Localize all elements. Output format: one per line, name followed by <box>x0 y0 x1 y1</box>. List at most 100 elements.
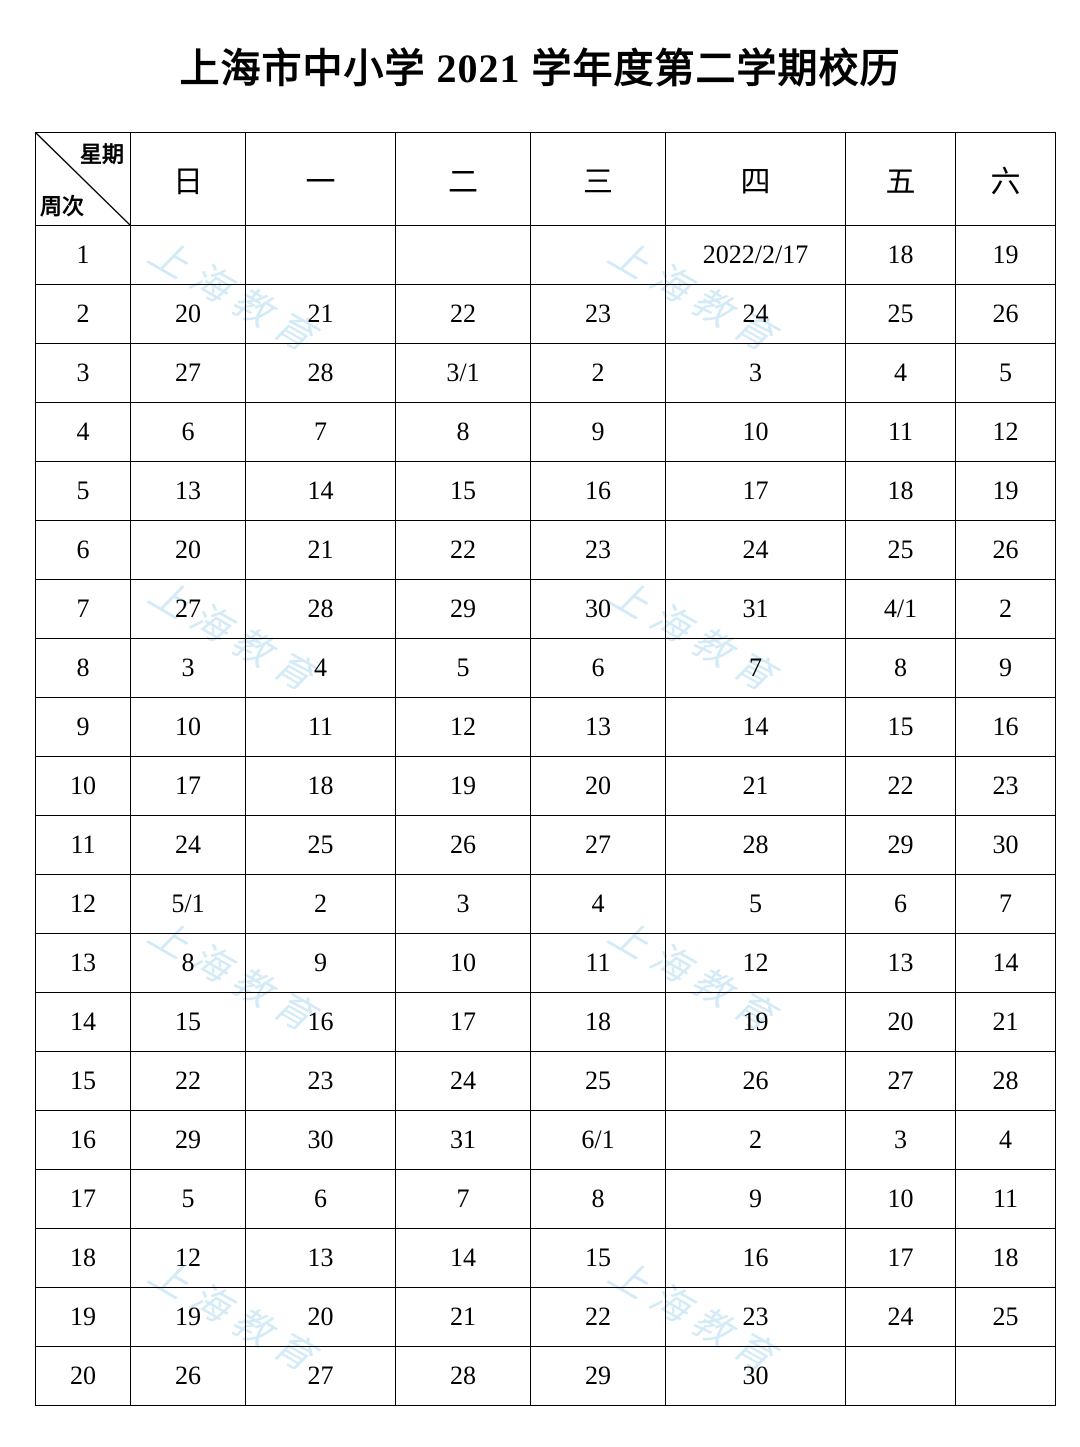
date-cell: 19 <box>956 226 1056 285</box>
corner-label-top: 星期 <box>80 137 124 169</box>
date-cell: 29 <box>531 1347 666 1406</box>
date-cell <box>846 1347 956 1406</box>
corner-label-bottom: 周次 <box>40 189 84 221</box>
date-cell: 23 <box>246 1052 396 1111</box>
date-cell: 17 <box>131 757 246 816</box>
date-cell: 11 <box>846 403 956 462</box>
date-cell: 8 <box>846 639 956 698</box>
date-cell: 13 <box>531 698 666 757</box>
date-cell: 26 <box>131 1347 246 1406</box>
date-cell: 14 <box>956 934 1056 993</box>
date-cell: 2 <box>956 580 1056 639</box>
date-cell: 29 <box>846 816 956 875</box>
date-cell: 7 <box>956 875 1056 934</box>
date-cell: 21 <box>956 993 1056 1052</box>
calendar-header: 星期 周次 日 一 二 三 四 五 六 <box>36 133 1056 226</box>
date-cell: 3 <box>666 344 846 403</box>
table-row: 13891011121314 <box>36 934 1056 993</box>
table-row: 83456789 <box>36 639 1056 698</box>
date-cell: 4 <box>246 639 396 698</box>
week-number-cell: 6 <box>36 521 131 580</box>
week-number-cell: 5 <box>36 462 131 521</box>
date-cell: 17 <box>396 993 531 1052</box>
date-cell: 20 <box>846 993 956 1052</box>
day-header-sun: 日 <box>131 133 246 226</box>
date-cell: 15 <box>846 698 956 757</box>
table-row: 1522232425262728 <box>36 1052 1056 1111</box>
date-cell: 7 <box>666 639 846 698</box>
date-cell: 11 <box>956 1170 1056 1229</box>
day-header-thu: 四 <box>666 133 846 226</box>
week-number-cell: 9 <box>36 698 131 757</box>
date-cell: 26 <box>956 521 1056 580</box>
date-cell: 25 <box>246 816 396 875</box>
calendar-table-wrap: 星期 周次 日 一 二 三 四 五 六 12022/2/171819220212… <box>35 132 1045 1406</box>
date-cell: 2 <box>666 1111 846 1170</box>
date-cell: 24 <box>396 1052 531 1111</box>
date-cell: 10 <box>396 934 531 993</box>
date-cell: 5/1 <box>131 875 246 934</box>
date-cell: 11 <box>246 698 396 757</box>
date-cell: 12 <box>131 1229 246 1288</box>
date-cell: 12 <box>956 403 1056 462</box>
day-header-mon: 一 <box>246 133 396 226</box>
date-cell: 15 <box>531 1229 666 1288</box>
week-number-cell: 4 <box>36 403 131 462</box>
table-row: 1124252627282930 <box>36 816 1056 875</box>
date-cell: 6 <box>846 875 956 934</box>
date-cell <box>956 1347 1056 1406</box>
week-number-cell: 1 <box>36 226 131 285</box>
date-cell: 5 <box>396 639 531 698</box>
date-cell: 30 <box>956 816 1056 875</box>
date-cell: 18 <box>846 462 956 521</box>
date-cell: 23 <box>531 521 666 580</box>
date-cell: 18 <box>846 226 956 285</box>
week-number-cell: 19 <box>36 1288 131 1347</box>
table-row: 17567891011 <box>36 1170 1056 1229</box>
table-row: 162930316/1234 <box>36 1111 1056 1170</box>
date-cell: 5 <box>956 344 1056 403</box>
date-cell: 19 <box>396 757 531 816</box>
date-cell: 14 <box>666 698 846 757</box>
date-cell: 28 <box>246 344 396 403</box>
date-cell: 19 <box>131 1288 246 1347</box>
date-cell: 18 <box>531 993 666 1052</box>
day-header-sat: 六 <box>956 133 1056 226</box>
date-cell: 11 <box>531 934 666 993</box>
table-row: 46789101112 <box>36 403 1056 462</box>
table-row: 202627282930 <box>36 1347 1056 1406</box>
date-cell: 22 <box>846 757 956 816</box>
date-cell: 23 <box>956 757 1056 816</box>
date-cell: 20 <box>131 521 246 580</box>
table-row: 12022/2/171819 <box>36 226 1056 285</box>
table-row: 727282930314/12 <box>36 580 1056 639</box>
date-cell: 16 <box>531 462 666 521</box>
date-cell: 12 <box>666 934 846 993</box>
date-cell: 30 <box>531 580 666 639</box>
date-cell: 30 <box>246 1111 396 1170</box>
week-number-cell: 14 <box>36 993 131 1052</box>
week-number-cell: 12 <box>36 875 131 934</box>
date-cell: 24 <box>666 285 846 344</box>
date-cell: 13 <box>846 934 956 993</box>
date-cell: 27 <box>246 1347 396 1406</box>
date-cell: 8 <box>131 934 246 993</box>
date-cell: 21 <box>396 1288 531 1347</box>
date-cell: 27 <box>531 816 666 875</box>
date-cell: 4 <box>956 1111 1056 1170</box>
week-number-cell: 8 <box>36 639 131 698</box>
date-cell: 24 <box>131 816 246 875</box>
date-cell <box>246 226 396 285</box>
date-cell: 22 <box>531 1288 666 1347</box>
week-number-cell: 15 <box>36 1052 131 1111</box>
header-row: 星期 周次 日 一 二 三 四 五 六 <box>36 133 1056 226</box>
date-cell: 22 <box>131 1052 246 1111</box>
date-cell: 6 <box>531 639 666 698</box>
date-cell: 9 <box>956 639 1056 698</box>
date-cell: 15 <box>396 462 531 521</box>
date-cell: 28 <box>956 1052 1056 1111</box>
week-number-cell: 13 <box>36 934 131 993</box>
date-cell: 23 <box>531 285 666 344</box>
date-cell: 2 <box>531 344 666 403</box>
date-cell: 19 <box>956 462 1056 521</box>
